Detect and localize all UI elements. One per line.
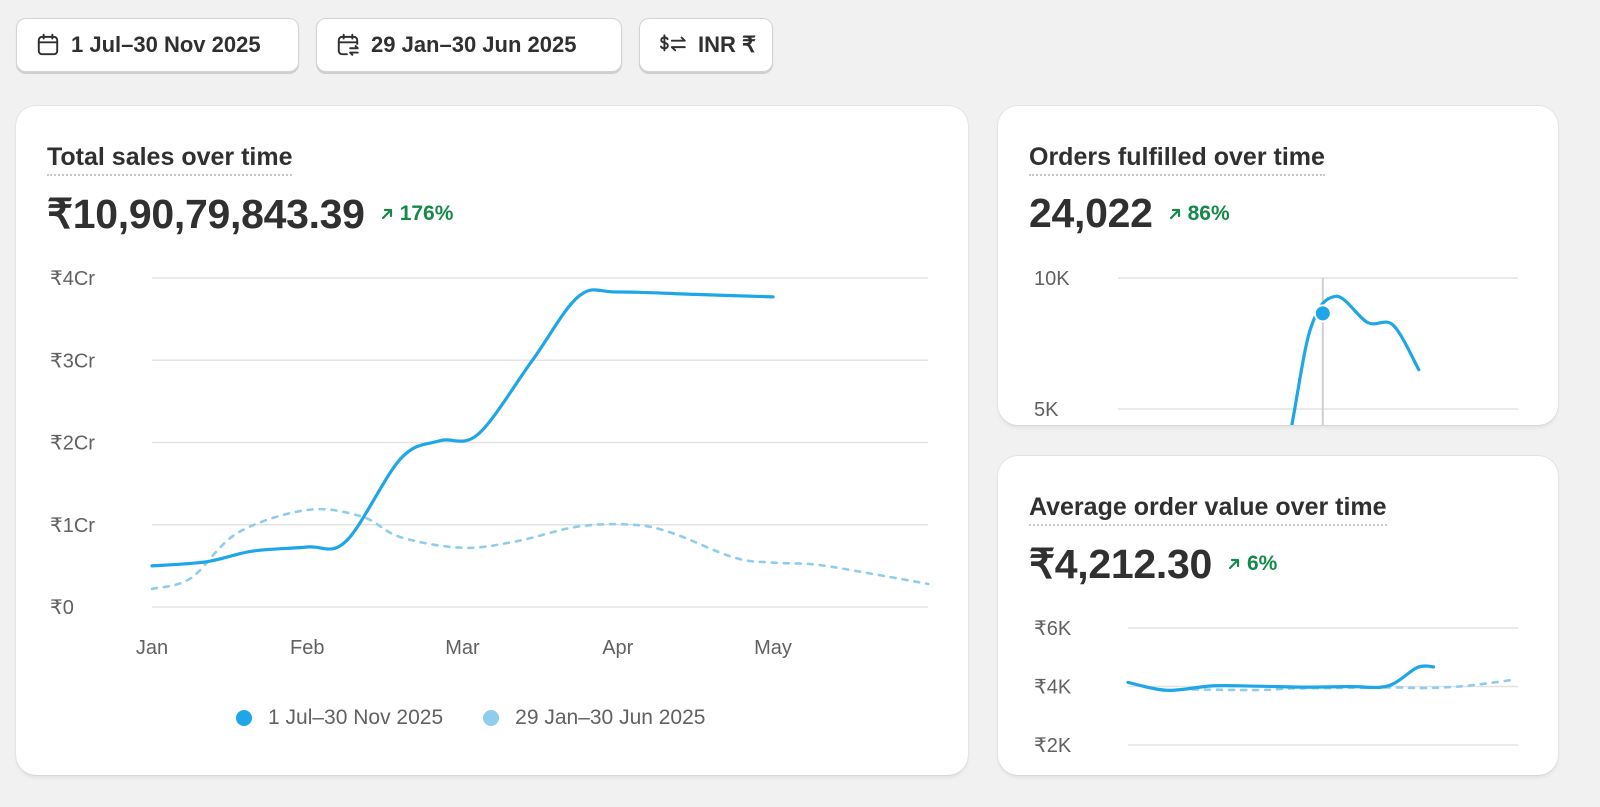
legend-label-primary: 1 Jul–30 Nov 2025 bbox=[268, 706, 444, 729]
total-sales-change: 176% bbox=[379, 202, 454, 226]
average-order-value-card: Average order value over time ₹4,212.30 … bbox=[998, 456, 1558, 775]
currency-label: INR ₹ bbox=[698, 32, 756, 57]
x-axis-tick-label: Mar bbox=[445, 637, 480, 659]
legend-item-comparison[interactable]: 29 Jan–30 Jun 2025 bbox=[483, 706, 705, 730]
y-axis-tick-label: ₹0 bbox=[50, 597, 74, 619]
y-axis-tick-label: ₹4Cr bbox=[50, 268, 95, 290]
orders-fulfilled-card: Orders fulfilled over time 24,022 86% 5K… bbox=[998, 106, 1558, 425]
comparison-series-line bbox=[150, 507, 930, 591]
orders-fulfilled-title[interactable]: Orders fulfilled over time bbox=[1029, 143, 1325, 176]
total-sales-title[interactable]: Total sales over time bbox=[47, 143, 293, 176]
y-axis-tick-label: ₹2Cr bbox=[50, 433, 95, 455]
average-order-value-change-value: 6% bbox=[1246, 552, 1278, 575]
orders-fulfilled-change-value: 86% bbox=[1187, 201, 1230, 225]
calendar-icon bbox=[37, 33, 59, 56]
arrow-up-right-icon bbox=[1169, 208, 1180, 219]
date-range-label: 1 Jul–30 Nov 2025 bbox=[71, 32, 261, 57]
primary-series-line bbox=[1126, 664, 1436, 692]
orders-fulfilled-chart: 5K 10K bbox=[1034, 268, 1518, 425]
compare-range-button[interactable]: 29 Jan–30 Jun 2025 bbox=[316, 18, 622, 72]
legend-dot-comparison bbox=[483, 710, 500, 726]
y-axis-tick-label: ₹4K bbox=[1034, 677, 1072, 699]
y-axis-tick-label: 5K bbox=[1034, 399, 1059, 421]
x-axis-tick-label: Jan bbox=[136, 637, 168, 659]
arrow-up-right-icon bbox=[381, 208, 392, 220]
currency-button[interactable]: INR ₹ bbox=[639, 18, 773, 72]
orders-fulfilled-value: 24,022 bbox=[1029, 190, 1153, 236]
primary-hover-dot bbox=[1313, 304, 1332, 323]
orders-fulfilled-metric: 24,022 86% bbox=[1029, 190, 1230, 237]
average-order-value-metric: ₹4,212.30 6% bbox=[1029, 540, 1277, 588]
x-axis-tick-label: May bbox=[754, 637, 792, 659]
legend-label-comparison: 29 Jan–30 Jun 2025 bbox=[515, 706, 706, 729]
total-sales-chart: ₹0 ₹1Cr ₹2Cr ₹3Cr ₹4Cr Jan Feb Mar Apr May bbox=[50, 268, 930, 659]
arrow-up-right-icon bbox=[1228, 558, 1240, 570]
total-sales-value: ₹10,90,79,843.39 bbox=[47, 191, 365, 237]
compare-range-label: 29 Jan–30 Jun 2025 bbox=[371, 32, 577, 57]
y-axis-tick-label: ₹6K bbox=[1034, 618, 1072, 640]
orders-fulfilled-change: 86% bbox=[1167, 202, 1230, 226]
date-range-button[interactable]: 1 Jul–30 Nov 2025 bbox=[16, 18, 299, 72]
average-order-value-value: ₹4,212.30 bbox=[1029, 541, 1212, 587]
currency-exchange-icon bbox=[660, 34, 686, 52]
average-order-value-change: 6% bbox=[1226, 552, 1277, 576]
x-axis-tick-label: Feb bbox=[290, 637, 324, 659]
y-axis-tick-label: 10K bbox=[1034, 268, 1070, 290]
total-sales-legend: 1 Jul–30 Nov 2025 29 Jan–30 Jun 2025 bbox=[236, 706, 705, 730]
y-axis-tick-label: ₹2K bbox=[1034, 735, 1072, 757]
legend-dot-primary bbox=[236, 710, 252, 726]
total-sales-card: Total sales over time ₹10,90,79,843.39 1… bbox=[16, 106, 968, 775]
total-sales-change-value: 176% bbox=[399, 202, 454, 225]
total-sales-metric: ₹10,90,79,843.39 176% bbox=[47, 190, 453, 238]
legend-item-primary[interactable]: 1 Jul–30 Nov 2025 bbox=[236, 706, 443, 730]
x-axis-tick-label: Apr bbox=[602, 637, 633, 659]
primary-series-line bbox=[1290, 294, 1421, 425]
calendar-compare-icon bbox=[337, 33, 359, 56]
average-order-value-chart: ₹2K ₹4K ₹6K bbox=[1034, 618, 1518, 757]
average-order-value-title[interactable]: Average order value over time bbox=[1029, 493, 1387, 526]
primary-series-line bbox=[150, 288, 775, 568]
y-axis-tick-label: ₹1Cr bbox=[50, 515, 95, 537]
y-axis-tick-label: ₹3Cr bbox=[50, 350, 95, 372]
comparison-series-line bbox=[1191, 678, 1513, 692]
